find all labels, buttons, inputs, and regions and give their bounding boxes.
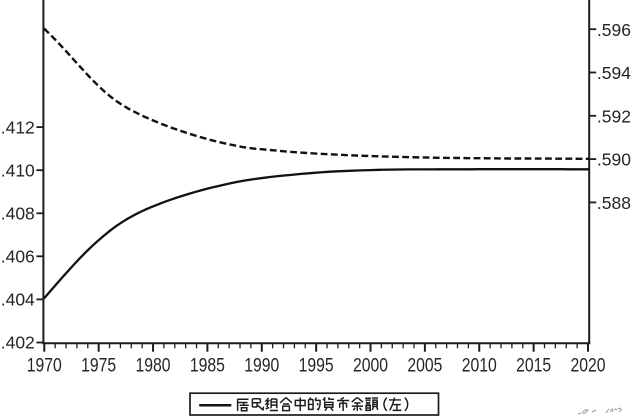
svg-text:2005: 2005 <box>407 356 442 377</box>
svg-text:.592: .592 <box>597 106 631 126</box>
svg-text:.596: .596 <box>597 20 631 40</box>
svg-text:.590: .590 <box>597 150 631 170</box>
svg-text:1975: 1975 <box>81 356 116 377</box>
svg-text:1980: 1980 <box>136 356 171 377</box>
svg-text:.404: .404 <box>1 290 35 310</box>
svg-text:.408: .408 <box>1 204 35 224</box>
svg-text:.588: .588 <box>597 193 631 213</box>
svg-text:2020: 2020 <box>571 356 606 377</box>
svg-text:1990: 1990 <box>244 356 279 377</box>
svg-text:.406: .406 <box>1 247 35 267</box>
svg-text:1970: 1970 <box>27 356 62 377</box>
svg-text:2000: 2000 <box>353 356 388 377</box>
svg-text:.402: .402 <box>1 333 35 353</box>
svg-text:2015: 2015 <box>516 356 551 377</box>
svg-text:1995: 1995 <box>299 356 334 377</box>
svg-text:2010: 2010 <box>462 356 497 377</box>
svg-text:1985: 1985 <box>190 356 225 377</box>
svg-text:.412: .412 <box>1 117 35 137</box>
svg-text:.594: .594 <box>597 63 631 83</box>
svg-text:.410: .410 <box>1 160 35 180</box>
